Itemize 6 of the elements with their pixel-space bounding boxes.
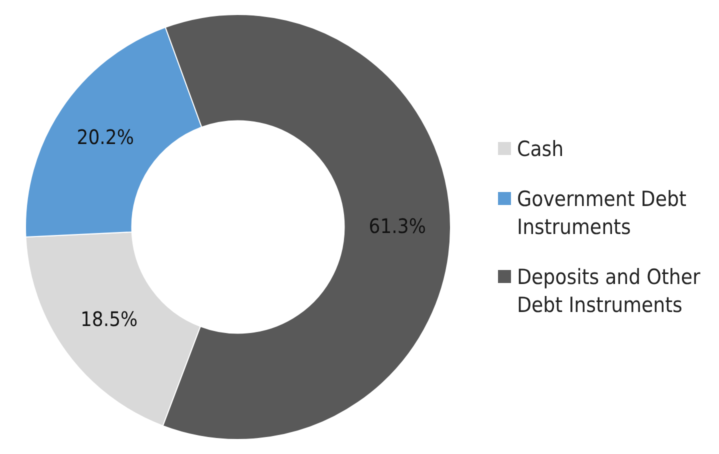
legend-label: Cash (517, 136, 564, 163)
data-label: 61.3% (368, 214, 426, 238)
data-label: 20.2% (76, 124, 134, 149)
legend-label: Deposits and Other Debt Instruments (517, 264, 702, 319)
legend-label: Government Debt Instruments (517, 186, 688, 241)
data-label: 18.5% (80, 306, 138, 331)
